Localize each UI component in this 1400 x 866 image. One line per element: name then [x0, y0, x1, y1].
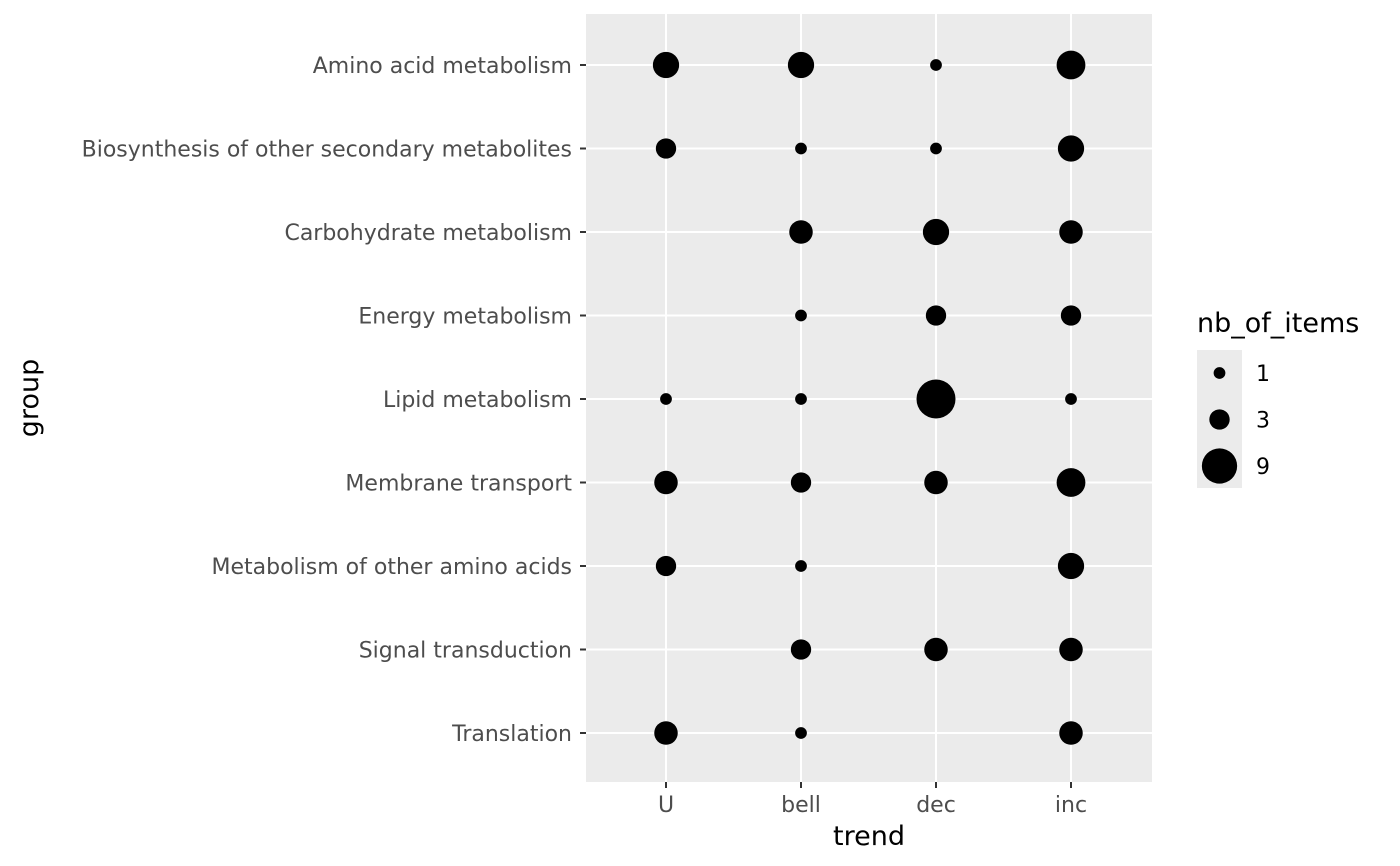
x-tick-label: inc	[1055, 793, 1087, 818]
x-tick-label: U	[658, 793, 674, 818]
y-axis-title: group	[14, 359, 45, 437]
data-point	[790, 472, 812, 493]
legend-label: 3	[1256, 409, 1270, 434]
data-point	[654, 470, 678, 495]
data-point	[795, 142, 807, 155]
data-point	[654, 721, 678, 745]
axis-ticks	[580, 64, 1072, 788]
y-tick-labels: Amino acid metabolism Biosynthesis of oth…	[82, 54, 573, 747]
y-tick-label: Signal transduction	[359, 639, 572, 664]
data-point	[789, 220, 813, 244]
data-point	[1056, 50, 1086, 80]
data-point	[795, 309, 807, 322]
y-tick-label: Amino acid metabolism	[313, 54, 572, 79]
data-point	[1057, 552, 1085, 580]
y-tick-label: Energy metabolism	[358, 305, 572, 330]
y-tick-label: Lipid metabolism	[383, 388, 572, 413]
data-point	[1056, 468, 1086, 497]
data-point	[655, 555, 677, 577]
x-tick-label: dec	[916, 793, 956, 818]
legend: nb_of_items 1 3 9	[1197, 308, 1359, 488]
data-point	[922, 218, 950, 246]
legend-label: 1	[1256, 362, 1270, 387]
data-points	[652, 50, 1086, 745]
legend-key	[1201, 448, 1238, 484]
data-point	[787, 51, 815, 79]
data-point	[652, 51, 680, 79]
data-point	[1065, 393, 1077, 405]
legend-key	[1213, 367, 1226, 379]
y-tick-label: Translation	[451, 722, 572, 747]
data-point	[795, 393, 807, 405]
data-point	[930, 59, 942, 71]
data-point	[1059, 637, 1083, 662]
data-point	[660, 393, 672, 405]
data-point	[655, 138, 677, 159]
data-point	[925, 305, 947, 326]
data-point	[916, 379, 956, 419]
x-tick-label: bell	[781, 793, 821, 818]
data-point	[790, 639, 812, 660]
data-point	[1059, 721, 1083, 745]
x-axis-title: trend	[833, 821, 905, 852]
y-tick-label: Carbohydrate metabolism	[284, 221, 572, 246]
data-point	[1059, 220, 1083, 244]
data-point	[795, 727, 807, 739]
legend-label: 9	[1256, 455, 1270, 480]
legend-title: nb_of_items	[1197, 308, 1359, 339]
legend-key	[1209, 409, 1230, 430]
data-point	[795, 560, 807, 572]
data-point	[924, 470, 948, 495]
data-point	[1057, 135, 1085, 162]
data-point	[924, 637, 948, 662]
data-point	[930, 142, 942, 155]
data-point	[1060, 305, 1082, 326]
y-tick-label: Membrane transport	[345, 472, 572, 497]
y-tick-label: Metabolism of other amino acids	[212, 555, 573, 580]
y-tick-label: Biosynthesis of other secondary metaboli…	[82, 138, 572, 163]
